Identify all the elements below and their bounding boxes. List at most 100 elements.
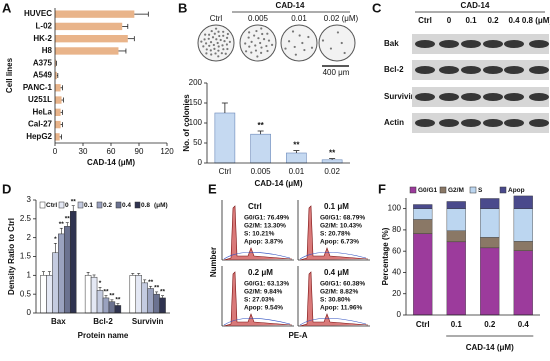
error-bar: [60, 85, 63, 91]
bar: [55, 96, 62, 104]
colony: [217, 55, 220, 58]
bar-segment: [446, 230, 466, 243]
lane-label: 0.1: [465, 16, 477, 25]
error-bar: [149, 285, 153, 289]
error-bar: [104, 295, 108, 298]
colony: [343, 51, 346, 55]
colony: [207, 37, 210, 40]
colony: [254, 49, 258, 52]
x-tick-label: 0.005: [251, 167, 272, 176]
colony: [212, 43, 215, 47]
well-label: 0.005: [248, 14, 269, 23]
significance: **: [109, 293, 115, 300]
significance: **: [103, 288, 109, 295]
blot-band: [529, 93, 549, 101]
bar: [84, 275, 92, 314]
bar-segment: [413, 204, 433, 209]
phase-stat: G0/G1: 63.13%: [244, 281, 289, 288]
colony: [284, 47, 287, 50]
colony: [248, 31, 251, 34]
colony: [294, 53, 297, 56]
colony: [209, 41, 213, 44]
y-tick-label: 150: [189, 98, 203, 107]
blot-band: [483, 93, 503, 101]
well-label: 0.01: [291, 14, 307, 23]
blot-band: [504, 93, 524, 101]
bar: [52, 252, 59, 314]
legend-label: G0/G1: [418, 187, 438, 194]
row-label: Actin: [384, 118, 404, 127]
colony: [261, 32, 264, 36]
colony: [310, 46, 314, 49]
blot-band: [483, 66, 503, 74]
bar-segment: [480, 208, 500, 238]
bar: [46, 275, 53, 314]
bar-segment: [480, 247, 500, 316]
legend-label: 0.4: [122, 202, 131, 209]
blot-band: [461, 119, 481, 127]
bar-segment: [413, 219, 433, 234]
colony: [257, 37, 260, 40]
colony: [224, 52, 227, 55]
y-tick-label: A549: [33, 71, 53, 80]
y-tick-label: HepG2: [26, 132, 52, 141]
error-bar: [92, 274, 96, 278]
row-label: Survivin: [384, 92, 416, 101]
legend-swatch: [409, 186, 417, 194]
colony: [200, 40, 203, 43]
colony: [203, 38, 206, 41]
error-bar: [118, 48, 127, 54]
well-image: [197, 24, 235, 62]
phase-stat: S: 27.03%: [244, 297, 275, 304]
bar: [147, 288, 154, 314]
bar: [58, 233, 65, 314]
colony: [213, 47, 216, 50]
phase-stat: Apop: 3.87%: [244, 239, 283, 246]
lane-label: 0.4: [508, 16, 520, 25]
error-bar: [61, 97, 64, 103]
bar: [129, 275, 137, 314]
y-tick-label: 0.5: [20, 289, 32, 298]
bar: [141, 282, 148, 314]
x-tick-label: Ctrl: [416, 320, 430, 329]
significance: **: [258, 121, 265, 130]
x-axis-label: CAD-14 (μM): [254, 179, 302, 188]
blot-band: [439, 40, 459, 48]
legend-unit: (μM): [154, 202, 168, 209]
legend-swatch: [499, 186, 507, 194]
well-image: [280, 24, 318, 62]
y-tick-label: 3: [27, 195, 32, 204]
error-bar: [131, 273, 135, 276]
colony: [226, 47, 229, 51]
legend-label: 0.2: [103, 202, 112, 209]
colony: [244, 50, 248, 53]
colony: [250, 40, 253, 43]
error-bar: [56, 73, 59, 78]
x-tick-label: Survivin: [132, 317, 164, 326]
y-tick-label: 0: [198, 158, 203, 167]
error-bar: [110, 299, 114, 302]
colony: [254, 44, 257, 47]
colony: [204, 33, 207, 36]
histogram: [223, 205, 293, 261]
colony: [220, 52, 223, 55]
bar: [250, 133, 271, 164]
y-tick-label: 1.5: [20, 252, 32, 261]
y-tick-label: 60: [392, 246, 401, 255]
significance: **: [148, 279, 154, 286]
lane-label: 0.8 (μM): [522, 16, 550, 25]
blot-band: [439, 119, 459, 127]
phase-stat: G2/M: 9.84%: [244, 289, 283, 296]
error-bar: [59, 134, 62, 140]
bar: [214, 112, 236, 164]
colony: [262, 38, 266, 41]
significance: **: [293, 141, 300, 150]
blot-title: CAD-14: [461, 1, 490, 10]
legend-label: G2/M: [448, 187, 464, 194]
y-tick-label: HUVEC: [24, 9, 52, 18]
y-tick-label: HeLa: [32, 107, 52, 116]
colony: [244, 42, 247, 45]
y-tick-label: 100: [189, 118, 203, 127]
legend-label: S: [478, 187, 483, 194]
y-axis-label: Density Ratio to Ctrl: [7, 218, 16, 295]
